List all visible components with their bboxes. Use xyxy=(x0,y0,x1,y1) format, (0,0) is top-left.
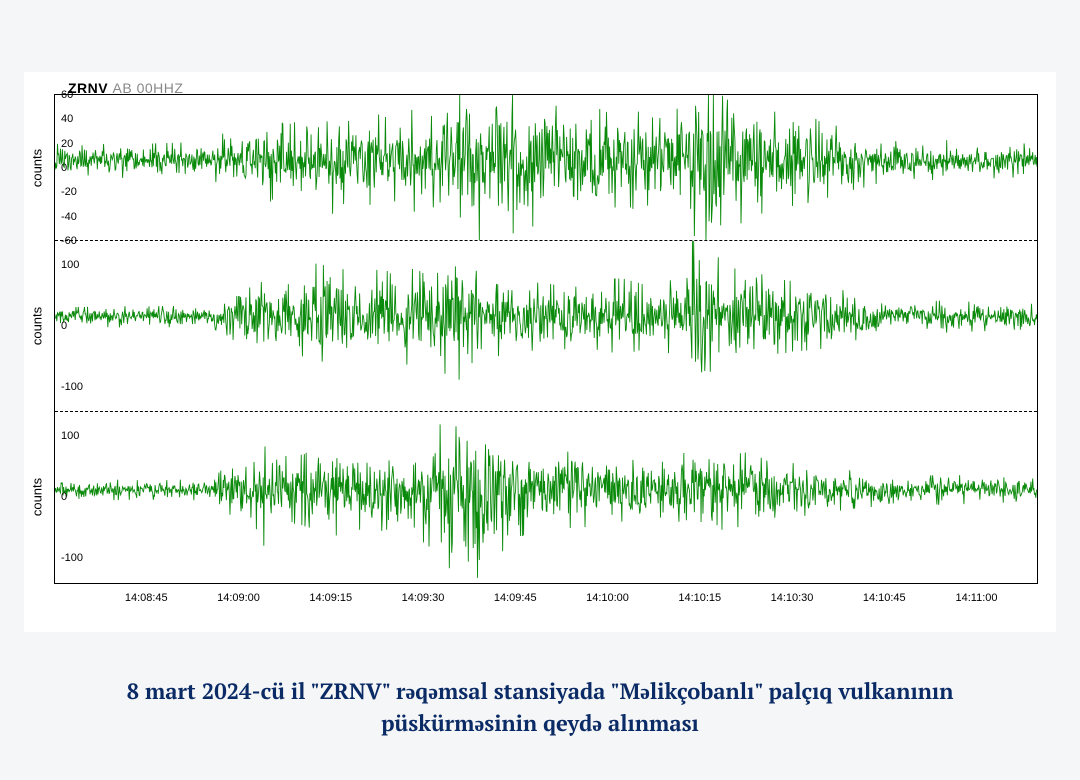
x-tick: 14:10:45 xyxy=(863,592,906,604)
waveform-trace xyxy=(55,95,1037,240)
y-axis-label: counts xyxy=(30,478,45,516)
x-tick: 14:09:00 xyxy=(217,592,260,604)
y-axis-label: counts xyxy=(30,307,45,345)
seismogram-panels: counts-60-40-200204060counts-1000100coun… xyxy=(54,94,1038,584)
seismogram-panel-2: counts-1000100 xyxy=(55,412,1037,582)
x-axis: 14:08:45 14:09:00 14:09:15 14:09:30 14:09:45… xyxy=(54,588,1038,616)
waveform-trace xyxy=(55,424,1037,577)
x-tick: 14:10:30 xyxy=(771,592,814,604)
x-tick: 14:09:15 xyxy=(309,592,352,604)
seismogram-figure: ZRNV AB 00HHZ counts-60-40-200204060coun… xyxy=(24,72,1056,632)
x-tick: 14:10:00 xyxy=(586,592,629,604)
x-tick: 14:09:30 xyxy=(402,592,445,604)
x-tick: 14:09:45 xyxy=(494,592,537,604)
seismogram-panel-1: counts-1000100 xyxy=(55,241,1037,411)
waveform-trace xyxy=(55,241,1037,380)
x-tick: 14:11:00 xyxy=(955,592,997,604)
y-axis-label: counts xyxy=(30,148,45,186)
x-tick: 14:08:45 xyxy=(125,592,168,604)
x-tick: 14:10:15 xyxy=(678,592,721,604)
seismogram-panel-0: counts-60-40-200204060 xyxy=(55,95,1037,241)
figure-caption: 8 mart 2024-cü il "ZRNV" rəqəmsal stansi… xyxy=(60,676,1020,740)
